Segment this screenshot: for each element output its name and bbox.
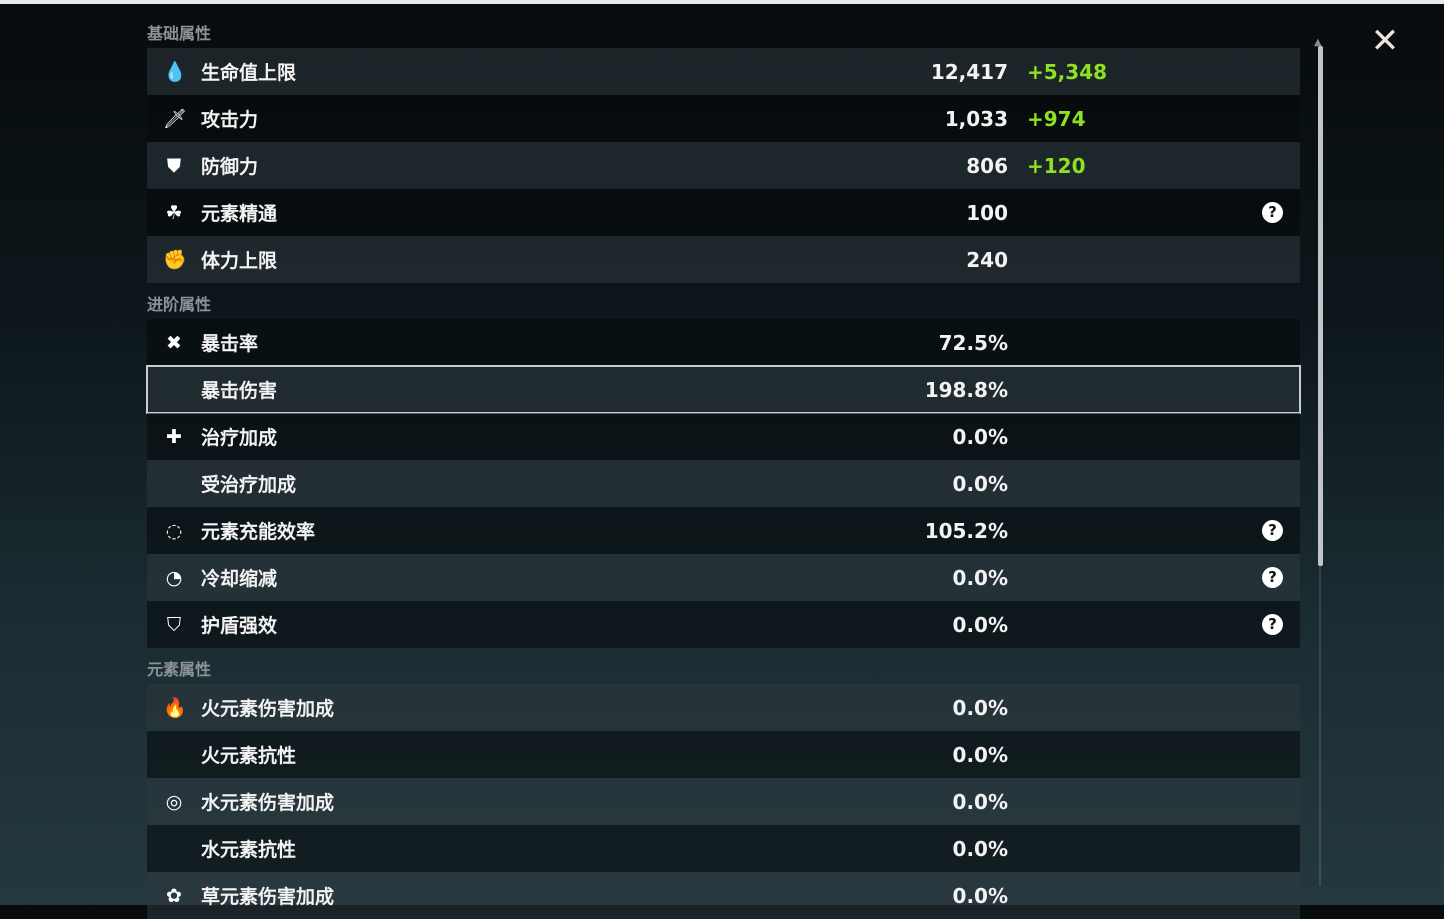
- stat-row[interactable]: ✿ 草元素伤害加成 0.0%: [147, 872, 1300, 919]
- shield-strength-icon: ⛉: [166, 613, 182, 636]
- scrollbar-thumb[interactable]: [1318, 46, 1323, 566]
- section-gap: [147, 283, 1300, 291]
- attributes-panel: 基础属性 💧 生命值上限 12,417 +5,348 🗡 攻击力 1,033 +974 ⛊ 防御力 8…: [146, 20, 1301, 919]
- stat-value: 240: [966, 247, 1008, 272]
- stat-label: 护盾强效: [201, 615, 278, 637]
- sword-icon: 🗡: [163, 107, 188, 130]
- stat-row[interactable]: ◔ 冷却缩减 0.0%?: [147, 554, 1300, 601]
- stat-value: 12,417: [930, 59, 1008, 84]
- shield-icon: ⛊: [166, 154, 182, 177]
- stat-row[interactable]: 受治疗加成 0.0%: [147, 460, 1300, 507]
- stat-label: 受治疗加成: [201, 474, 297, 496]
- stat-label: 火元素抗性: [201, 745, 297, 767]
- hydro-icon: ◎: [165, 790, 183, 813]
- stat-value: 1,033: [944, 106, 1008, 131]
- crit-rate-icon: ✖: [166, 331, 182, 354]
- stat-value: 0.0%: [952, 565, 1008, 590]
- stat-label: 防御力: [201, 156, 259, 178]
- stat-value: 198.8%: [924, 377, 1008, 402]
- stat-row[interactable]: ⛊ 防御力 806 +120: [147, 142, 1300, 189]
- stat-label: 暴击率: [201, 333, 259, 355]
- hp-drop-icon: 💧: [163, 60, 187, 83]
- stat-row[interactable]: 🔥 火元素伤害加成 0.0%: [147, 684, 1300, 731]
- section-title: 基础属性: [147, 24, 212, 43]
- stat-row[interactable]: ✚ 治疗加成 0.0%: [147, 413, 1300, 460]
- stat-label: 冷却缩减: [201, 568, 278, 590]
- section-title: 进阶属性: [147, 295, 212, 314]
- stat-value: 0.0%: [952, 424, 1008, 449]
- pyro-icon: 🔥: [163, 696, 187, 719]
- stat-value: 0.0%: [952, 742, 1008, 767]
- stat-row[interactable]: 火元素抗性 0.0%: [147, 731, 1300, 778]
- stat-label: 体力上限: [201, 250, 278, 272]
- stat-label: 水元素伤害加成: [201, 792, 335, 814]
- stat-value: 0.0%: [952, 836, 1008, 861]
- help-icon[interactable]: ?: [1262, 567, 1283, 588]
- stat-label: 元素充能效率: [201, 521, 316, 543]
- stat-value: 0.0%: [952, 695, 1008, 720]
- crit-dmg-icon: [163, 379, 185, 401]
- help-icon[interactable]: ?: [1262, 202, 1283, 223]
- stat-value: 105.2%: [924, 518, 1008, 543]
- stat-row[interactable]: 💧 生命值上限 12,417 +5,348: [147, 48, 1300, 95]
- stat-row[interactable]: 水元素抗性 0.0%: [147, 825, 1300, 872]
- stat-value: 0.0%: [952, 471, 1008, 496]
- stat-label: 暴击伤害: [201, 380, 278, 402]
- stat-value: 0.0%: [952, 612, 1008, 637]
- top-border: [0, 0, 1444, 4]
- stat-row[interactable]: ◎ 水元素伤害加成 0.0%: [147, 778, 1300, 825]
- stat-value: 72.5%: [938, 330, 1008, 355]
- dendro-icon: ✿: [166, 884, 182, 907]
- stat-bonus: +974: [1027, 106, 1086, 131]
- stat-value: 0.0%: [952, 883, 1008, 908]
- stat-value: 100: [966, 200, 1008, 225]
- stat-bonus: +120: [1027, 153, 1086, 178]
- stat-row[interactable]: ☘ 元素精通 100?: [147, 189, 1300, 236]
- scrollbar-track[interactable]: [1319, 566, 1321, 886]
- stamina-icon: ✊: [163, 248, 187, 271]
- scroll-up-icon[interactable]: ▲: [1314, 37, 1322, 48]
- elemental-mastery-icon: ☘: [165, 201, 183, 224]
- stat-row[interactable]: ⛉ 护盾强效 0.0%?: [147, 601, 1300, 648]
- stat-row[interactable]: 🗡 攻击力 1,033 +974: [147, 95, 1300, 142]
- stat-label: 水元素抗性: [201, 839, 297, 861]
- cooldown-icon: ◔: [165, 566, 183, 589]
- stat-row[interactable]: ✖ 暴击率 72.5%: [147, 319, 1300, 366]
- stat-label: 火元素伤害加成: [201, 698, 335, 720]
- stat-row[interactable]: ✊ 体力上限 240: [147, 236, 1300, 283]
- stat-value: 806: [966, 153, 1008, 178]
- stat-label: 攻击力: [201, 109, 259, 131]
- stat-label: 治疗加成: [201, 427, 278, 449]
- close-icon[interactable]: ✕: [1370, 21, 1400, 61]
- section-gap: [147, 648, 1300, 656]
- stat-label: 生命值上限: [201, 62, 297, 84]
- energy-recharge-icon: ◌: [165, 519, 183, 542]
- stat-value: 0.0%: [952, 789, 1008, 814]
- stat-label: 草元素伤害加成: [201, 886, 335, 908]
- stat-row[interactable]: 暴击伤害 198.8%: [146, 365, 1301, 414]
- help-icon[interactable]: ?: [1262, 614, 1283, 635]
- help-icon[interactable]: ?: [1262, 520, 1283, 541]
- section-title: 元素属性: [147, 660, 212, 679]
- stat-row[interactable]: ◌ 元素充能效率 105.2%?: [147, 507, 1300, 554]
- healing-cross-icon: ✚: [166, 425, 182, 448]
- stat-label: 元素精通: [201, 203, 278, 225]
- stat-bonus: +5,348: [1027, 59, 1108, 84]
